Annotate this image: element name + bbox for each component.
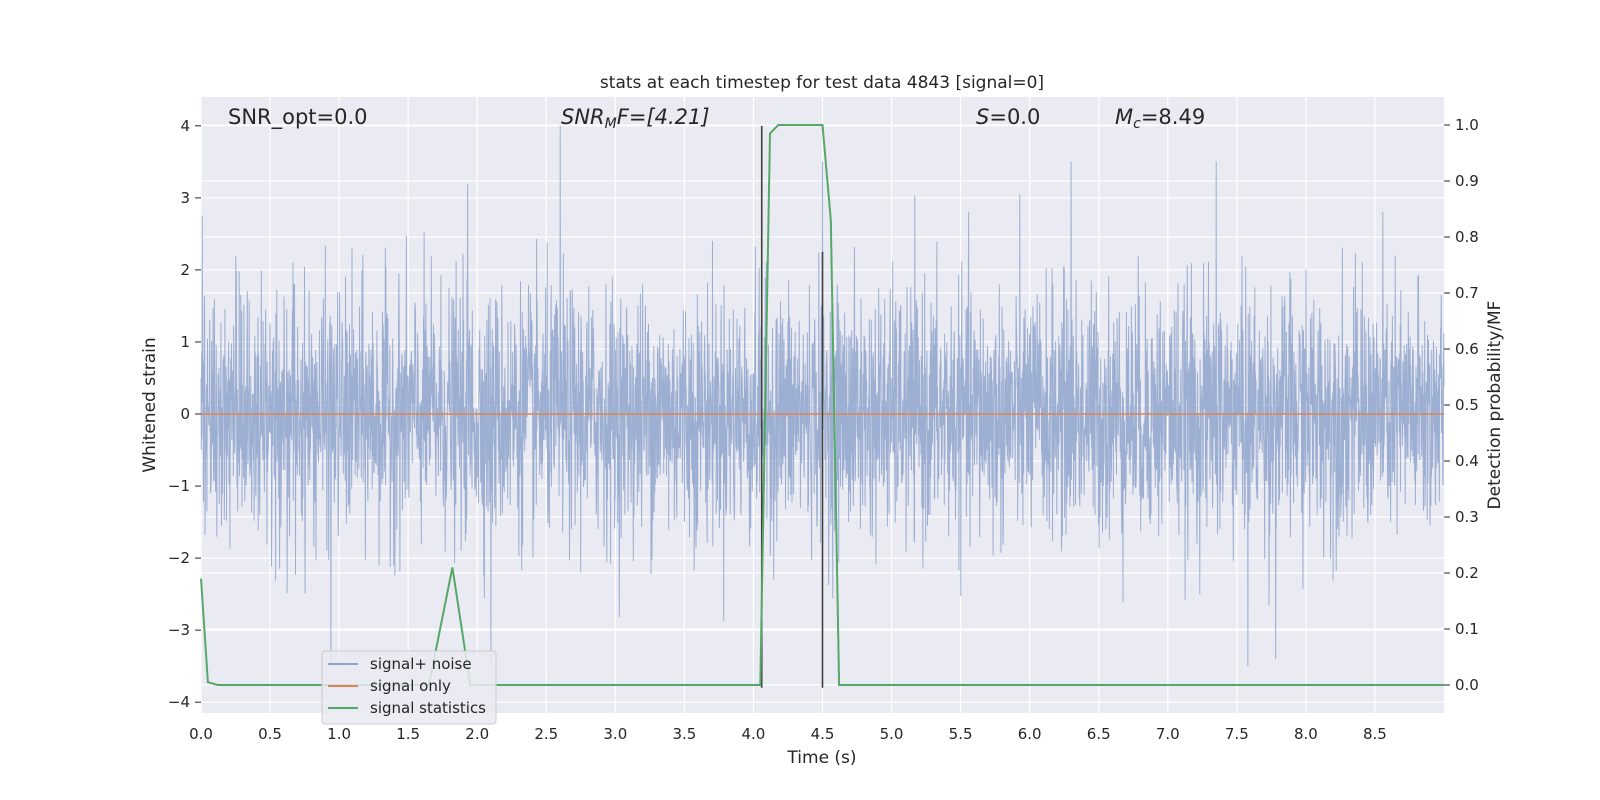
- x-tick-label: 3.0: [603, 725, 627, 743]
- annotation-snr-mf: SNRMF=[4.21]: [561, 105, 710, 132]
- x-tick-label: 3.5: [672, 725, 696, 743]
- annotation-mc: Mc=8.49: [1115, 105, 1205, 132]
- signal-noise-series: [200, 125, 1445, 667]
- x-tick-label: 6.5: [1087, 725, 1111, 743]
- legend: signal+ noise signal only signal statist…: [321, 650, 497, 725]
- y-tick-label: 3: [180, 189, 190, 207]
- x-tick-label: 7.0: [1156, 725, 1180, 743]
- x-tick-label: 1.0: [327, 725, 351, 743]
- lines-layer: [200, 124, 1444, 688]
- x-tick-label: 5.5: [949, 725, 973, 743]
- y2-tick-label: 0.6: [1455, 340, 1479, 358]
- legend-label-signal-only: signal only: [370, 677, 451, 695]
- y2-axis-label: Detection probability/MF: [1485, 301, 1505, 510]
- y-tick-label: −4: [168, 693, 190, 711]
- y2-tick-label: 0.4: [1455, 452, 1479, 470]
- x-tick-label: 5.0: [880, 725, 904, 743]
- x-tick-label: 0.0: [189, 725, 213, 743]
- legend-label-signal-noise: signal+ noise: [370, 655, 472, 673]
- y2-tick-label: 1.0: [1455, 116, 1479, 134]
- x-tick-label: 6.0: [1018, 725, 1042, 743]
- y-tick-label: 0: [180, 405, 190, 423]
- y-tick-label: −3: [168, 621, 190, 639]
- x-tick-label: 0.5: [258, 725, 282, 743]
- x-tick-label: 2.5: [534, 725, 558, 743]
- annotation-s: S=0.0: [976, 105, 1040, 129]
- y2-tick-label: 0.1: [1455, 620, 1479, 638]
- y-tick-label: −2: [168, 549, 190, 567]
- signal-noise-line: [200, 125, 1445, 667]
- y2-tick-label: 0.7: [1455, 284, 1479, 302]
- x-tick-label: 4.5: [811, 725, 835, 743]
- x-tick-label: 7.5: [1225, 725, 1249, 743]
- y2-tick-label: 0.0: [1455, 676, 1479, 694]
- y2-tick-label: 0.2: [1455, 564, 1479, 582]
- y-tick-label: −1: [168, 477, 190, 495]
- x-tick-label: 4.0: [742, 725, 766, 743]
- chart-title: stats at each timestep for test data 484…: [600, 73, 1044, 93]
- y2-tick-label: 0.9: [1455, 172, 1479, 190]
- y-tick-label: 2: [180, 261, 190, 279]
- x-tick-label: 8.0: [1294, 725, 1318, 743]
- annotation-snr-opt: SNR_opt=0.0: [228, 105, 368, 130]
- legend-box: [321, 650, 497, 725]
- y-axis-label: Whitened strain: [140, 337, 160, 472]
- x-tick-label: 8.5: [1363, 725, 1387, 743]
- x-tick-label: 1.5: [396, 725, 420, 743]
- y2-tick-label: 0.8: [1455, 228, 1479, 246]
- y-tick-label: 1: [180, 333, 190, 351]
- y-tick-label: 4: [180, 117, 190, 135]
- signal-statistics-line: [200, 124, 1444, 686]
- ticks-layer: 0.0 0.5 1.0 1.5 2.0 2.5 3.0 3.5 4.0 4.5 5.0 5.5 6.0 6…: [168, 116, 1479, 743]
- y2-tick-label: 0.3: [1455, 508, 1479, 526]
- legend-label-signal-statistics: signal statistics: [370, 699, 486, 717]
- x-tick-label: 2.0: [465, 725, 489, 743]
- x-axis-label: Time (s): [786, 748, 856, 768]
- y2-tick-label: 0.5: [1455, 396, 1479, 414]
